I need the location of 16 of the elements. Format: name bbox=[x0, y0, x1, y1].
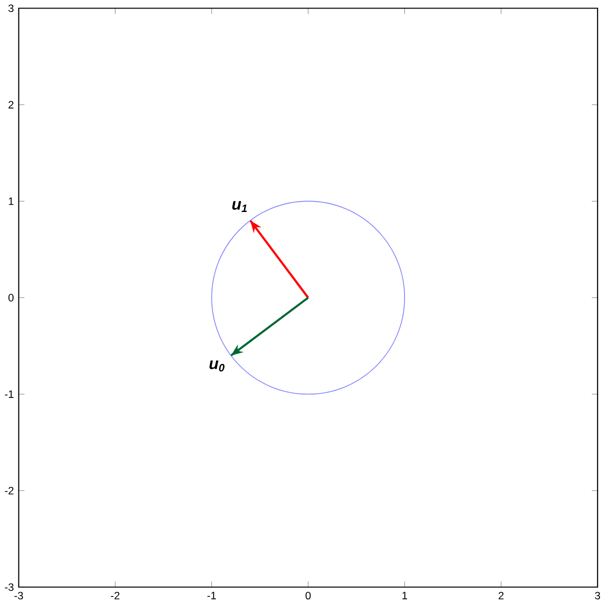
y-tick-label: -3 bbox=[4, 583, 14, 591]
x-tick-label: -1 bbox=[207, 592, 216, 600]
x-tick-label: 2 bbox=[498, 592, 504, 600]
x-tick-label: 0 bbox=[306, 592, 311, 600]
y-tick-label: 2 bbox=[8, 101, 14, 109]
legend-label: u$_{0}$ bbox=[209, 360, 224, 372]
y-tick-label: 1 bbox=[8, 198, 14, 205]
x-tick-label: 1 bbox=[402, 592, 408, 600]
y-tick-label: -2 bbox=[4, 486, 14, 494]
x-tick-label: -2 bbox=[110, 592, 120, 600]
series-label: u$_{1}$ bbox=[232, 201, 247, 212]
y-tick-label: 3 bbox=[8, 4, 14, 12]
y-tick-label: 0 bbox=[8, 294, 14, 302]
x-tick-label: 3 bbox=[594, 592, 600, 600]
x-tick-label: -3 bbox=[14, 592, 23, 600]
y-tick-label: -1 bbox=[4, 390, 14, 398]
